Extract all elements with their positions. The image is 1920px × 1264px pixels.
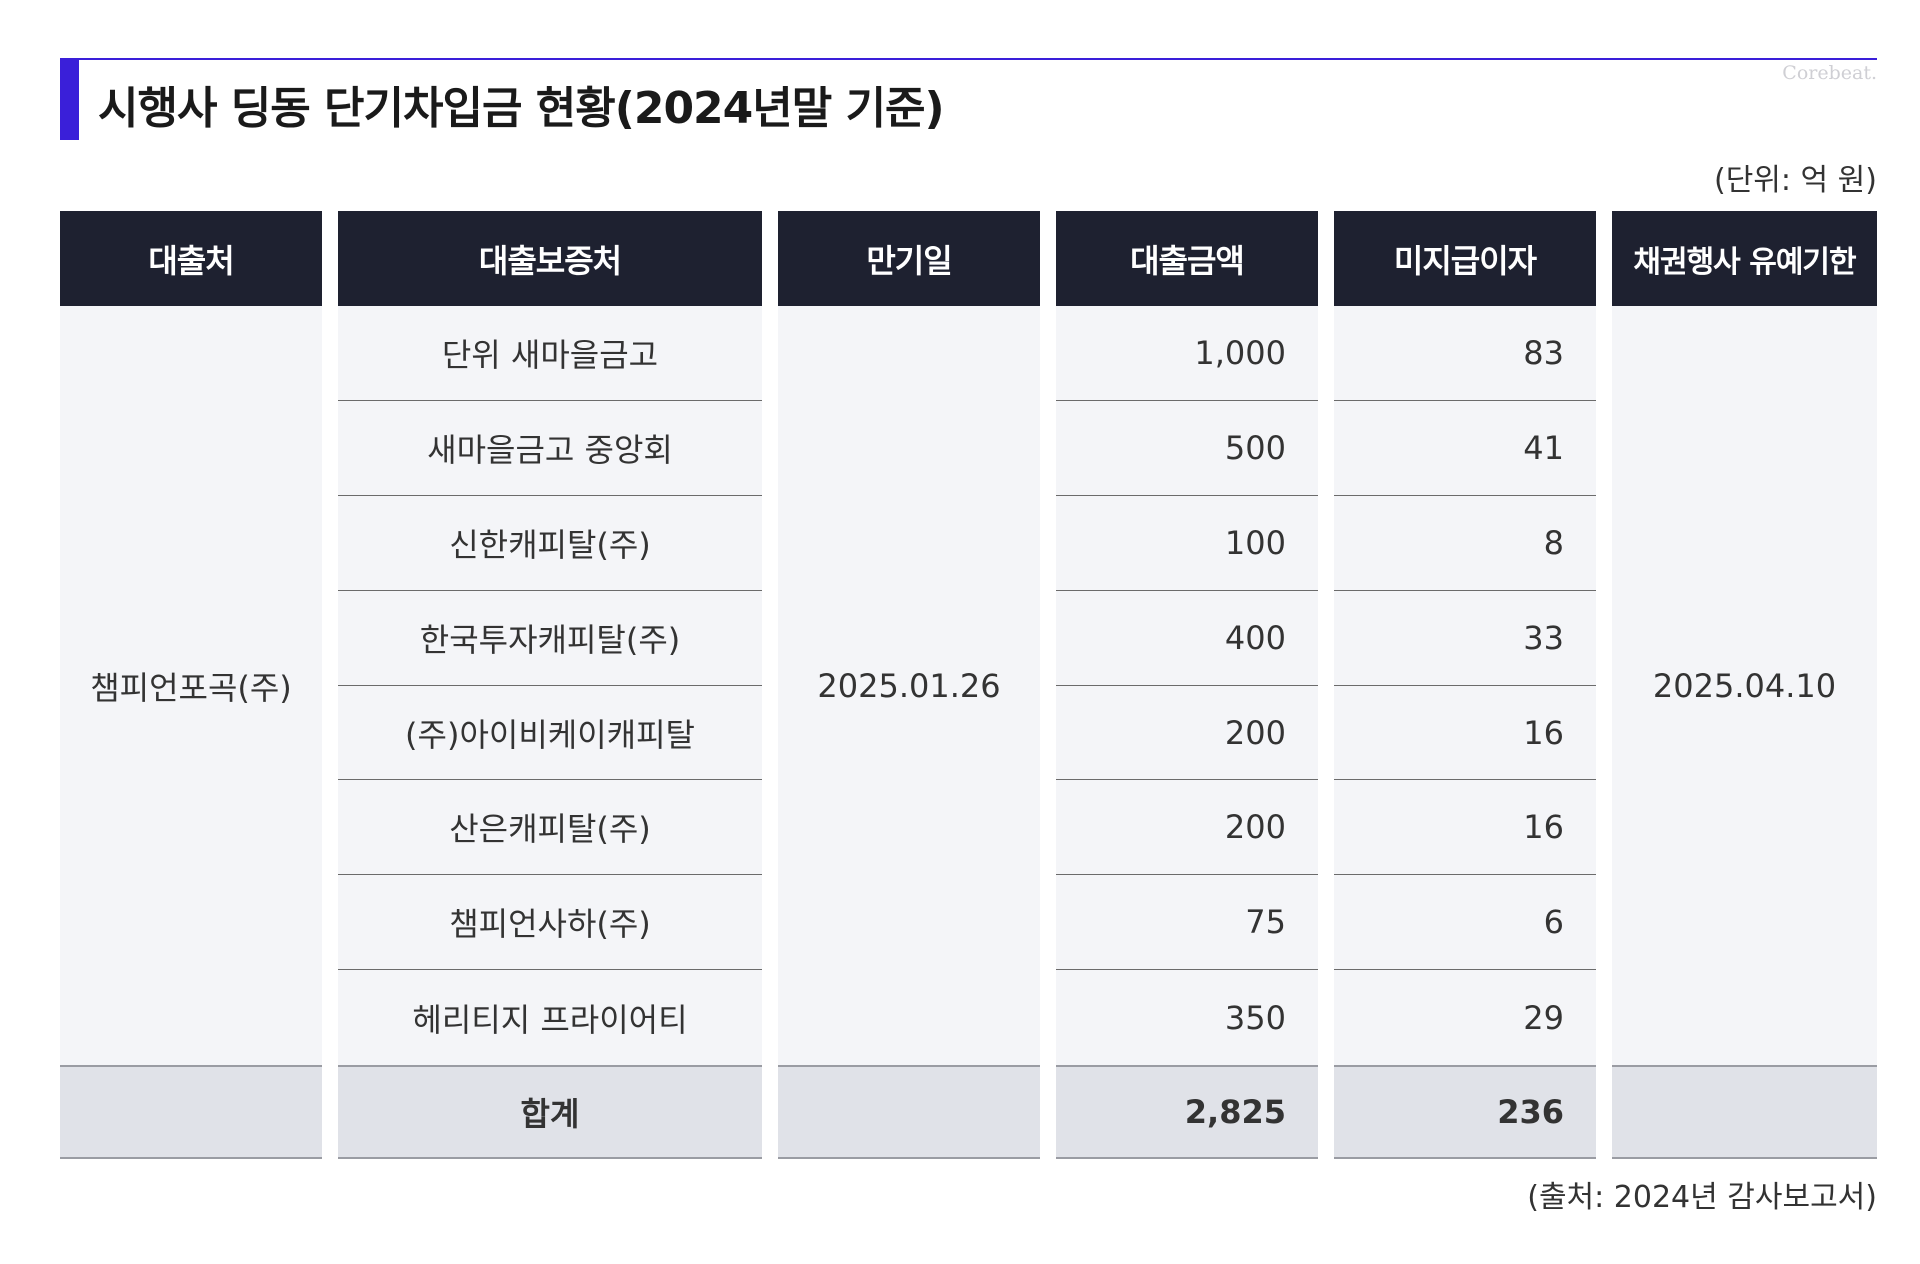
page-title: 시행사 딩동 단기차입금 현황(2024년말 기준): [98, 83, 945, 134]
title-underline: [79, 58, 1877, 60]
amount-body: 1,000 500 100 400 200 200 75 350: [1056, 306, 1318, 1065]
guarantor-cell: 단위 새마을금고: [338, 306, 762, 401]
header-guarantor: 대출보증처: [338, 211, 762, 306]
interest-cell: 41: [1334, 401, 1596, 496]
interest-cell: 8: [1334, 496, 1596, 591]
amount-cell: 1,000: [1056, 306, 1318, 401]
unit-note: (단위: 억 원): [1714, 163, 1877, 198]
guarantor-cell: 한국투자캐피탈(주): [338, 591, 762, 686]
guarantor-cell: 산은캐피탈(주): [338, 780, 762, 876]
lender-cell: 챔피언포곡(주): [90, 668, 292, 707]
amount-cell: 350: [1224, 998, 1286, 1037]
total-grace-period-cell: [1612, 1065, 1877, 1159]
lender-body: 챔피언포곡(주): [60, 306, 322, 1065]
source-note: (출처: 2024년 감사보고서): [1527, 1180, 1877, 1215]
guarantor-cell: (주)아이비케이캐피탈: [338, 686, 762, 781]
header-grace-period: 채권행사 유예기한: [1612, 211, 1877, 306]
guarantor-cell: 신한캐피탈(주): [338, 496, 762, 591]
total-interest: 236: [1334, 1065, 1596, 1159]
amount-cell: 200: [1056, 780, 1318, 876]
amount-cell: 200: [1056, 686, 1318, 781]
interest-cell: 16: [1334, 780, 1596, 876]
guarantor-cell: 헤리티지 프라이어티: [412, 1000, 688, 1039]
title-bar: 시행사 딩동 단기차입금 현황(2024년말 기준) Corebeat.: [60, 58, 1877, 140]
total-lender-cell: [60, 1065, 322, 1159]
column-grace-period: 채권행사 유예기한 2025.04.10: [1612, 211, 1877, 1159]
amount-cell: 100: [1056, 496, 1318, 591]
interest-cell: 16: [1334, 686, 1596, 781]
maturity-body: 2025.01.26: [778, 306, 1040, 1065]
header-unpaid-interest: 미지급이자: [1334, 211, 1596, 306]
grace-period-body: 2025.04.10: [1612, 306, 1877, 1065]
column-lender: 대출처 챔피언포곡(주): [60, 211, 322, 1159]
header-maturity: 만기일: [778, 211, 1040, 306]
amount-cell: 500: [1056, 401, 1318, 496]
column-unpaid-interest: 미지급이자 83 41 8 33 16 16 6 29 236: [1334, 211, 1596, 1159]
interest-cell: 6: [1334, 875, 1596, 971]
column-maturity: 만기일 2025.01.26: [778, 211, 1040, 1159]
amount-cell: 75: [1056, 875, 1318, 971]
maturity-cell: 2025.01.26: [817, 666, 1001, 705]
column-amount: 대출금액 1,000 500 100 400 200 200 75 350 2,…: [1056, 211, 1318, 1159]
column-guarantor: 대출보증처 단위 새마을금고 새마을금고 중앙회 신한캐피탈(주) 한국투자캐피…: [338, 211, 762, 1159]
total-label: 합계: [338, 1065, 762, 1159]
interest-cell: 33: [1334, 591, 1596, 686]
header-amount: 대출금액: [1056, 211, 1318, 306]
amount-cell: 400: [1056, 591, 1318, 686]
interest-cell: 83: [1334, 306, 1596, 401]
total-amount: 2,825: [1056, 1065, 1318, 1159]
interest-cell: 29: [1523, 998, 1564, 1037]
header-lender: 대출처: [60, 211, 322, 306]
interest-body: 83 41 8 33 16 16 6 29: [1334, 306, 1596, 1065]
guarantor-cell: 챔피언사하(주): [338, 875, 762, 971]
watermark-logo: Corebeat.: [1782, 62, 1877, 84]
guarantor-body: 단위 새마을금고 새마을금고 중앙회 신한캐피탈(주) 한국투자캐피탈(주) (…: [338, 306, 762, 1065]
title-accent-bar: [60, 58, 79, 140]
guarantor-cell: 새마을금고 중앙회: [338, 401, 762, 496]
grace-period-cell: 2025.04.10: [1652, 666, 1837, 705]
total-maturity-cell: [778, 1065, 1040, 1159]
